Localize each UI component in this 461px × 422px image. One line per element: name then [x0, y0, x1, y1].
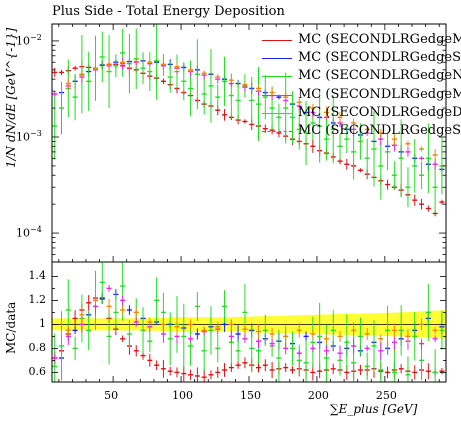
- y-tick-label: 10−2: [16, 32, 42, 48]
- legend-swatch: [262, 112, 292, 114]
- legend-label: MC (SECONDLRGedgeM: [298, 86, 461, 102]
- y-axis-label: 1/N dN/dE [GeV^{-1}]: [4, 27, 18, 168]
- legend-item: MC (SECONDLRGedgeN: [256, 68, 461, 86]
- y-tick-label: 10−4: [16, 225, 42, 240]
- ratio-y-tick-label: 1.4: [28, 269, 47, 283]
- x-tick-label: 150: [240, 389, 261, 402]
- legend-swatch: [262, 94, 292, 96]
- legend-item: MC (SECONDLRGedgeSi: [256, 123, 461, 141]
- legend-item: MC (SECONDLRGedgeSi: [256, 50, 461, 68]
- legend-item: MC (SECONDLRGedgeDi: [256, 105, 461, 123]
- legend-label: MC (SECONDLRGedgeM: [298, 32, 461, 47]
- x-tick-label: 50: [104, 389, 119, 402]
- legend-label: MC (SECONDLRGedgeDi: [298, 104, 461, 120]
- legend-label: MC (SECONDLRGedgeN: [298, 68, 461, 84]
- legend-item: MC (SECONDLRGedgeM: [256, 87, 461, 105]
- ratio-y-tick-label: 1: [39, 317, 46, 331]
- legend-item: MC (SECONDLRGedgeM: [256, 32, 461, 50]
- legend-swatch: [262, 76, 292, 78]
- y-tick-label: 10−3: [16, 128, 42, 144]
- x-axis-label: ∑E_plus [GeV]: [330, 402, 418, 416]
- legend-label: MC (SECONDLRGedgeSi: [298, 50, 461, 66]
- legend-swatch: [262, 58, 292, 60]
- chart-title: Plus Side - Total Energy Deposition: [52, 4, 285, 19]
- x-tick-label: 250: [375, 389, 397, 402]
- ratio-y-tick-label: 0.8: [28, 341, 47, 355]
- legend-swatch: [262, 130, 292, 132]
- ratio-y-tick-label: 1.2: [28, 293, 47, 307]
- legend-label: MC (SECONDLRGedgeSi: [298, 122, 461, 138]
- x-tick-label: 100: [172, 389, 194, 402]
- legend: MC (SECONDLRGedgeM MC (SECONDLRGedgeSi MC …: [256, 32, 461, 141]
- series-4: [65, 58, 438, 344]
- legend-swatch: [262, 40, 292, 41]
- ratio-y-tick-label: 0.6: [28, 365, 47, 379]
- x-tick-label: 200: [307, 389, 329, 402]
